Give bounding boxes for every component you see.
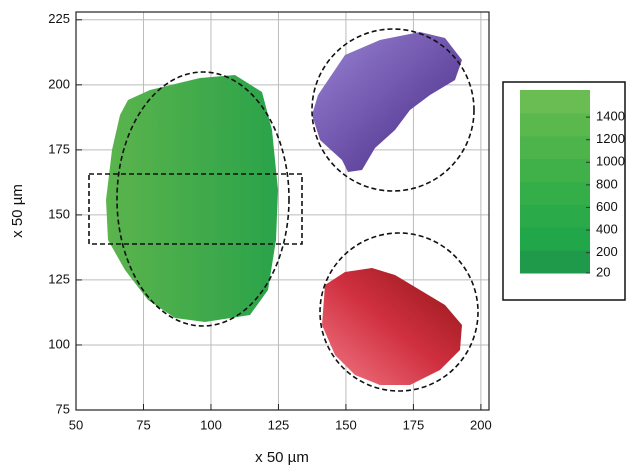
colorbar-tick-label: 800 xyxy=(596,176,618,191)
x-tick-label: 125 xyxy=(268,417,290,432)
y-tick-label: 150 xyxy=(48,206,70,221)
x-tick-label: 100 xyxy=(200,417,222,432)
colorbar-band xyxy=(520,227,590,251)
dashed-rect xyxy=(88,173,303,245)
x-tick-label: 150 xyxy=(335,417,357,432)
colorbar-band xyxy=(520,181,590,205)
dashed-ellipse xyxy=(116,71,290,327)
colorbar-tick-label: 600 xyxy=(596,199,618,214)
colorbar: 20 200 400 600 800 1000 1200 1400 xyxy=(520,90,625,279)
plot-frame xyxy=(75,11,490,411)
colorbar-band xyxy=(520,204,590,228)
colorbar-band xyxy=(520,250,590,274)
y-tick-label: 225 xyxy=(48,11,70,26)
colorbar-tick-label: 400 xyxy=(596,222,618,237)
y-tick-label: 125 xyxy=(48,271,70,286)
dashed-circle xyxy=(311,28,475,192)
colorbar-band xyxy=(520,90,590,114)
y-tick-label: 175 xyxy=(48,141,70,156)
colorbar-tick-label: 1200 xyxy=(596,131,625,146)
red-region xyxy=(322,268,462,385)
colorbar-band xyxy=(520,112,590,137)
purple-region xyxy=(312,32,462,172)
x-axis-label: x 50 µm xyxy=(255,449,309,466)
colorbar-band xyxy=(520,135,590,160)
colorbar-tick-label: 1400 xyxy=(596,109,625,124)
x-tick-label: 200 xyxy=(470,417,492,432)
colorbar-tick-label: 200 xyxy=(596,244,618,259)
colorbar-tick-label: 20 xyxy=(596,264,610,279)
y-axis-label: x 50 µm xyxy=(9,184,26,238)
x-tick-label: 175 xyxy=(403,417,425,432)
green-region xyxy=(106,75,278,322)
y-tick-label: 75 xyxy=(56,401,70,416)
colorbar-tick-label: 1000 xyxy=(596,154,625,169)
x-tick-label: 75 xyxy=(136,417,150,432)
x-tick-label: 50 xyxy=(69,417,83,432)
y-tick-label: 200 xyxy=(48,76,70,91)
colorbar-band xyxy=(520,158,590,182)
dashed-circle xyxy=(319,232,479,392)
y-tick-label: 100 xyxy=(48,336,70,351)
